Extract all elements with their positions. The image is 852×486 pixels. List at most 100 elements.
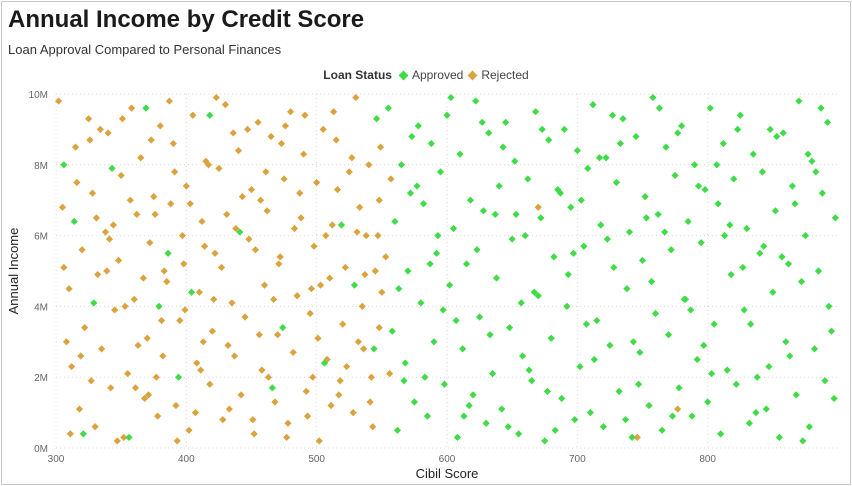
data-point-approved[interactable] (671, 171, 679, 180)
data-point-rejected[interactable] (333, 185, 342, 194)
data-point-approved[interactable] (821, 377, 829, 385)
data-point-approved[interactable] (745, 419, 753, 427)
data-point-approved[interactable] (573, 147, 581, 155)
data-point-approved[interactable] (472, 97, 480, 105)
data-point-approved[interactable] (655, 104, 664, 112)
data-point-approved[interactable] (753, 373, 761, 381)
data-point-approved[interactable] (641, 193, 649, 201)
data-point-rejected[interactable] (197, 366, 205, 374)
data-point-approved[interactable] (426, 260, 434, 268)
data-point-rejected[interactable] (81, 324, 89, 332)
data-point-approved[interactable] (619, 115, 627, 123)
data-point-approved[interactable] (827, 327, 836, 335)
data-point-approved[interactable] (528, 377, 536, 385)
data-point-approved[interactable] (423, 412, 432, 420)
data-point-approved[interactable] (498, 405, 506, 413)
data-point-rejected[interactable] (335, 391, 343, 399)
data-point-approved[interactable] (805, 423, 813, 431)
data-point-approved[interactable] (155, 302, 163, 310)
data-point-rejected[interactable] (375, 324, 383, 332)
data-point-rejected[interactable] (302, 387, 310, 395)
data-point-rejected[interactable] (249, 416, 257, 424)
data-point-approved[interactable] (236, 228, 244, 236)
data-point-approved[interactable] (623, 285, 631, 293)
data-point-rejected[interactable] (322, 232, 330, 240)
data-point-rejected[interactable] (178, 232, 187, 240)
data-point-approved[interactable] (786, 352, 794, 360)
data-point-rejected[interactable] (356, 203, 364, 211)
data-point-rejected[interactable] (104, 129, 112, 137)
data-point-rejected[interactable] (251, 246, 260, 254)
data-point-rejected[interactable] (287, 108, 295, 116)
data-point-approved[interactable] (174, 373, 183, 381)
data-point-approved[interactable] (337, 221, 346, 229)
data-point-rejected[interactable] (62, 338, 71, 346)
data-point-rejected[interactable] (96, 125, 104, 133)
data-point-approved[interactable] (732, 380, 740, 388)
data-point-rejected[interactable] (277, 139, 286, 148)
data-point-approved[interactable] (801, 232, 810, 240)
data-point-approved[interactable] (589, 101, 597, 109)
data-point-approved[interactable] (727, 270, 735, 279)
data-point-rejected[interactable] (327, 401, 335, 410)
data-point-approved[interactable] (616, 139, 624, 148)
data-point-approved[interactable] (413, 182, 421, 190)
data-point-rejected[interactable] (232, 224, 240, 233)
data-point-rejected[interactable] (163, 278, 171, 286)
data-point-approved[interactable] (804, 150, 812, 158)
data-point-rejected[interactable] (270, 295, 278, 303)
data-point-approved[interactable] (460, 412, 468, 420)
data-point-approved[interactable] (443, 111, 451, 119)
data-point-approved[interactable] (440, 380, 448, 388)
data-point-rejected[interactable] (366, 398, 374, 406)
data-point-rejected[interactable] (94, 270, 102, 279)
data-point-rejected[interactable] (139, 274, 147, 282)
data-point-rejected[interactable] (185, 426, 193, 434)
data-point-approved[interactable] (743, 224, 751, 233)
data-point-approved[interactable] (766, 125, 774, 133)
data-point-rejected[interactable] (77, 352, 85, 360)
data-point-approved[interactable] (142, 104, 150, 112)
data-point-approved[interactable] (560, 125, 568, 133)
data-point-approved[interactable] (462, 260, 471, 268)
data-point-rejected[interactable] (219, 416, 227, 424)
data-point-approved[interactable] (537, 214, 545, 222)
data-point-approved[interactable] (681, 295, 690, 303)
data-point-rejected[interactable] (301, 111, 309, 119)
data-point-rejected[interactable] (200, 242, 209, 250)
data-point-rejected[interactable] (109, 221, 117, 229)
data-point-rejected[interactable] (303, 412, 312, 420)
data-point-rejected[interactable] (58, 203, 67, 211)
data-point-rejected[interactable] (348, 154, 356, 162)
data-point-rejected[interactable] (245, 235, 253, 243)
data-point-rejected[interactable] (126, 196, 134, 204)
data-point-rejected[interactable] (152, 373, 160, 381)
data-point-approved[interactable] (417, 299, 425, 307)
data-point-approved[interactable] (485, 129, 493, 137)
data-point-rejected[interactable] (171, 168, 179, 176)
data-point-rejected[interactable] (296, 189, 304, 197)
data-point-approved[interactable] (508, 235, 516, 243)
data-point-rejected[interactable] (297, 214, 305, 222)
data-point-approved[interactable] (726, 221, 734, 229)
data-point-rejected[interactable] (353, 228, 361, 236)
data-point-rejected[interactable] (156, 122, 164, 130)
data-point-rejected[interactable] (386, 370, 394, 378)
data-point-rejected[interactable] (204, 161, 213, 169)
data-point-approved[interactable] (373, 115, 381, 123)
data-point-approved[interactable] (693, 355, 701, 364)
data-point-approved[interactable] (79, 430, 87, 438)
data-point-approved[interactable] (532, 108, 540, 116)
data-point-rejected[interactable] (332, 136, 340, 144)
data-point-approved[interactable] (684, 217, 692, 226)
data-point-approved[interactable] (608, 111, 617, 119)
data-point-approved[interactable] (268, 384, 276, 392)
data-point-rejected[interactable] (258, 366, 266, 374)
data-point-rejected[interactable] (374, 232, 382, 240)
data-point-rejected[interactable] (262, 168, 270, 176)
data-point-approved[interactable] (788, 182, 796, 190)
data-point-approved[interactable] (632, 132, 640, 141)
data-point-approved[interactable] (654, 210, 662, 218)
data-point-approved[interactable] (408, 132, 416, 141)
data-point-approved[interactable] (569, 249, 578, 257)
